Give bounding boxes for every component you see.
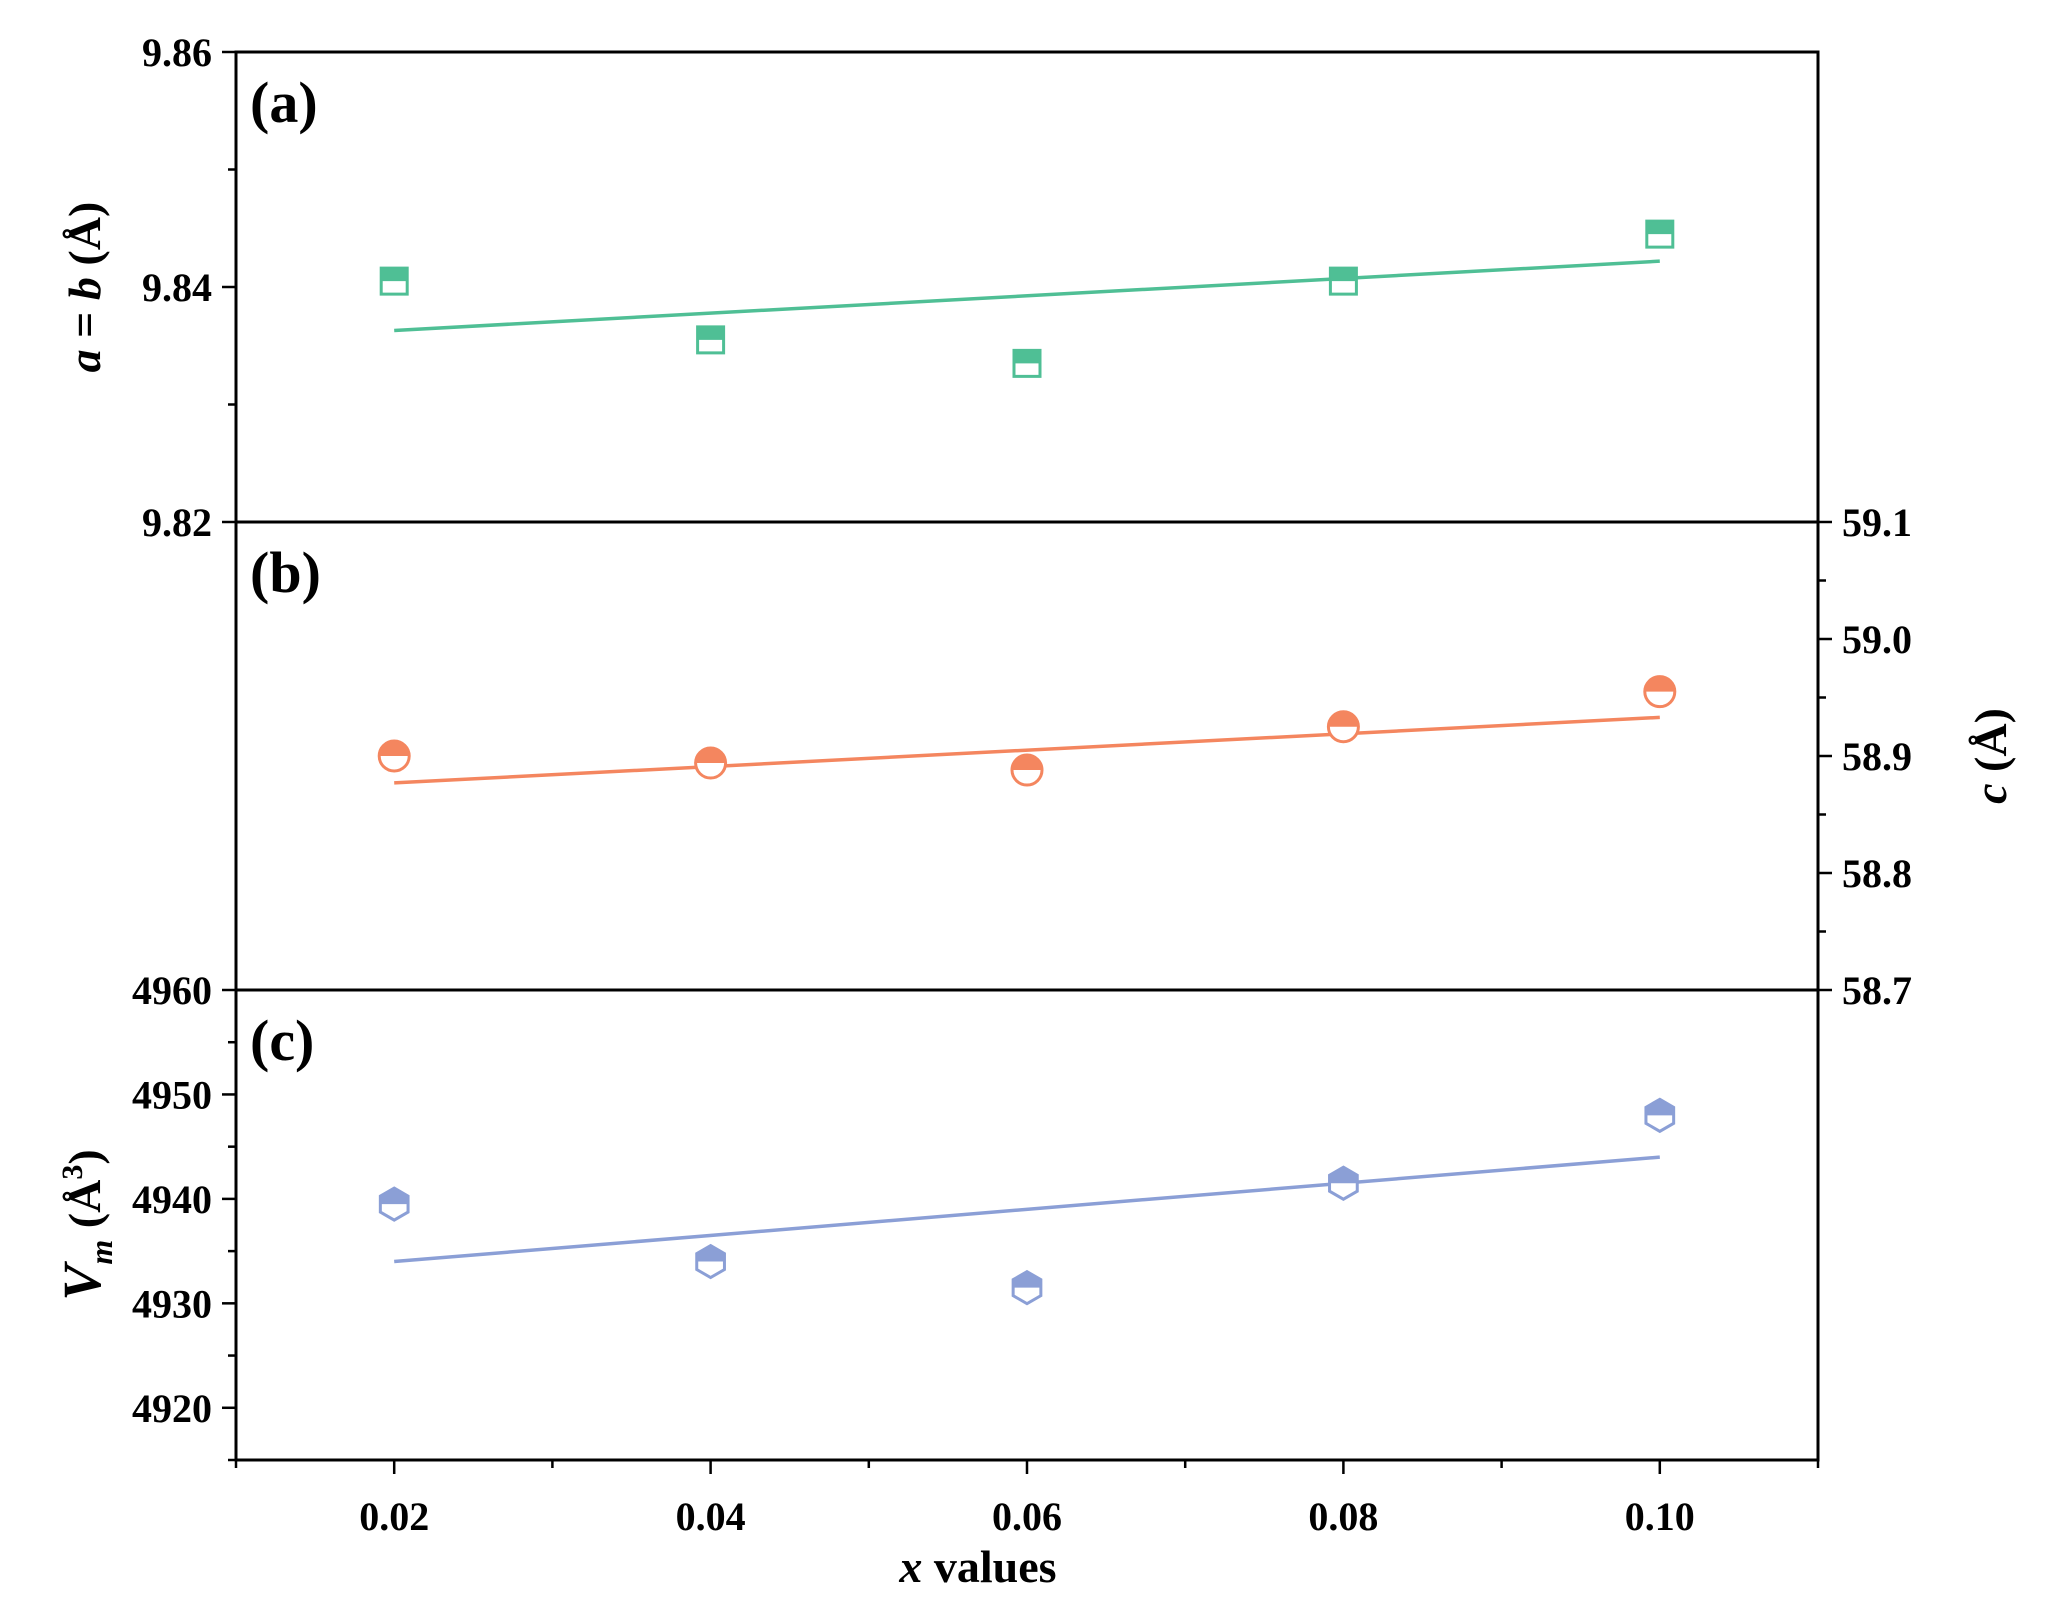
data-point-fill <box>1329 1167 1358 1184</box>
y-tick-label: 9.82 <box>142 500 212 545</box>
data-point-fill <box>1645 1099 1674 1116</box>
data-point-fill <box>697 326 724 340</box>
data-point-fill <box>1013 1271 1041 1288</box>
x-tick-label: 0.04 <box>676 1494 746 1539</box>
data-point-fill <box>1328 711 1359 727</box>
y-tick-label: 9.86 <box>142 30 212 75</box>
data-point-fill <box>695 748 726 764</box>
data-point-fill <box>1644 676 1675 692</box>
y-tick-label: 59.1 <box>1842 500 1912 545</box>
y-axis-title: c (Å) <box>1965 708 2016 804</box>
y-tick-label: 4940 <box>132 1177 212 1222</box>
panel-c: (c) 4920 4930 4940 4950 4960 Vm (Å3) <box>52 968 1676 1462</box>
y-tick-label: 4930 <box>132 1281 212 1326</box>
y-axis-title: a = b (Å) <box>59 202 110 373</box>
y-tick-label: 9.84 <box>142 265 212 310</box>
x-axis-title: x values <box>898 1541 1056 1592</box>
panel-label: (c) <box>250 1008 314 1073</box>
data-point-fill <box>1014 350 1040 364</box>
data-point-fill <box>1646 221 1673 235</box>
fit-line <box>394 715 1660 785</box>
x-tick-label: 0.08 <box>1308 1494 1378 1539</box>
x-tick-label: 0.02 <box>359 1494 429 1539</box>
y-tick-label: 58.9 <box>1842 734 1912 779</box>
data-point-fill <box>696 1245 725 1262</box>
panel-label: (b) <box>250 540 321 605</box>
fit-line <box>394 1155 1660 1264</box>
x-tick-label: 0.10 <box>1625 1494 1695 1539</box>
y-tick-label: 59.0 <box>1842 617 1912 662</box>
y-tick-label: 4950 <box>132 1072 212 1117</box>
y-tick-label: 4960 <box>132 968 212 1013</box>
data-point-fill <box>1330 268 1357 282</box>
data-point-fill <box>1012 755 1042 771</box>
y-axis-title: Vm (Å3) <box>52 1149 119 1300</box>
fit-line <box>394 259 1660 333</box>
x-tick-label: 0.06 <box>992 1494 1062 1539</box>
data-point-fill <box>381 268 408 282</box>
y-tick-label: 58.7 <box>1842 968 1912 1013</box>
y-tick-label: 4920 <box>132 1386 212 1431</box>
panel-a: (a) 9.82 9.84 9.86 a = b (Å) <box>59 30 1675 545</box>
data-point-fill <box>380 1188 409 1205</box>
y-tick-label: 58.8 <box>1842 851 1912 896</box>
data-point-fill <box>379 741 410 756</box>
panel-label: (a) <box>250 70 318 135</box>
panel-b: (b) 58.7 58.8 58.9 59.0 59.1 c (Å) <box>250 500 2016 1013</box>
